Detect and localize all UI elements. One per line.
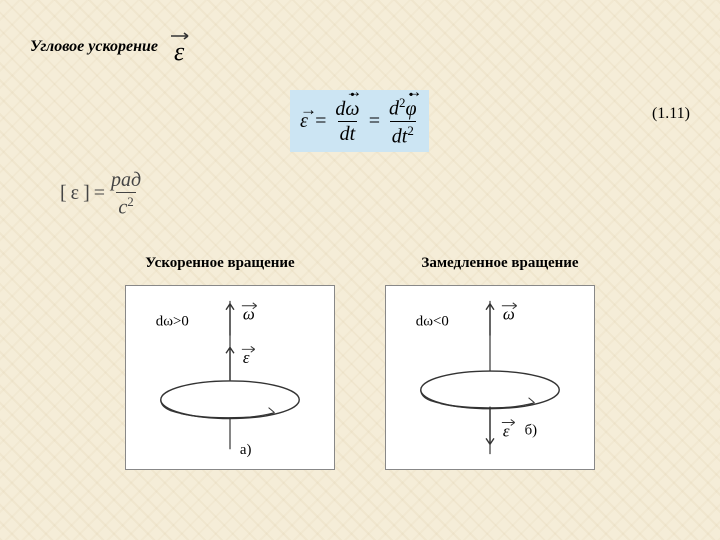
domega-right: dω<0 <box>416 314 449 330</box>
caption-left: Ускоренное вращение <box>115 255 325 272</box>
svg-text:ω: ω <box>243 305 255 324</box>
diagram-right: dω<0 ω ε б) <box>385 285 595 470</box>
svg-text:б): б) <box>525 422 538 438</box>
page-title: Угловое ускорение <box>30 38 158 56</box>
svg-text:ω: ω <box>503 305 515 324</box>
svg-text:ε: ε <box>174 37 185 64</box>
diagrams-row: dω>0 ω ε а) dω<0 ω ε <box>0 285 720 470</box>
svg-text:ε: ε <box>243 348 250 367</box>
caption-right: Замедленное вращение <box>395 255 605 272</box>
equation-number: (1.11) <box>652 105 690 123</box>
formula-box: → ε = d → ω dt = d2 → φ dt2 <box>290 90 429 152</box>
epsilon-vector-icon: ε <box>168 30 194 64</box>
frac-d2phi-dt2: d2 → φ dt2 <box>387 96 419 146</box>
svg-text:а): а) <box>240 442 252 458</box>
domega-left: dω>0 <box>156 314 189 330</box>
svg-text:ε: ε <box>503 421 510 440</box>
units-expression: [ε] = рад с2 <box>60 170 143 218</box>
equals-2: = <box>368 110 382 133</box>
epsilon-lhs: → ε <box>300 110 308 133</box>
units-fraction: рад с2 <box>109 170 143 218</box>
frac-domega-dt: d → ω dt <box>333 99 361 144</box>
title-row: Угловое ускорение ε <box>30 30 194 64</box>
diagram-captions: Ускоренное вращение Замедленное вращение <box>0 255 720 272</box>
diagram-left: dω>0 ω ε а) <box>125 285 335 470</box>
